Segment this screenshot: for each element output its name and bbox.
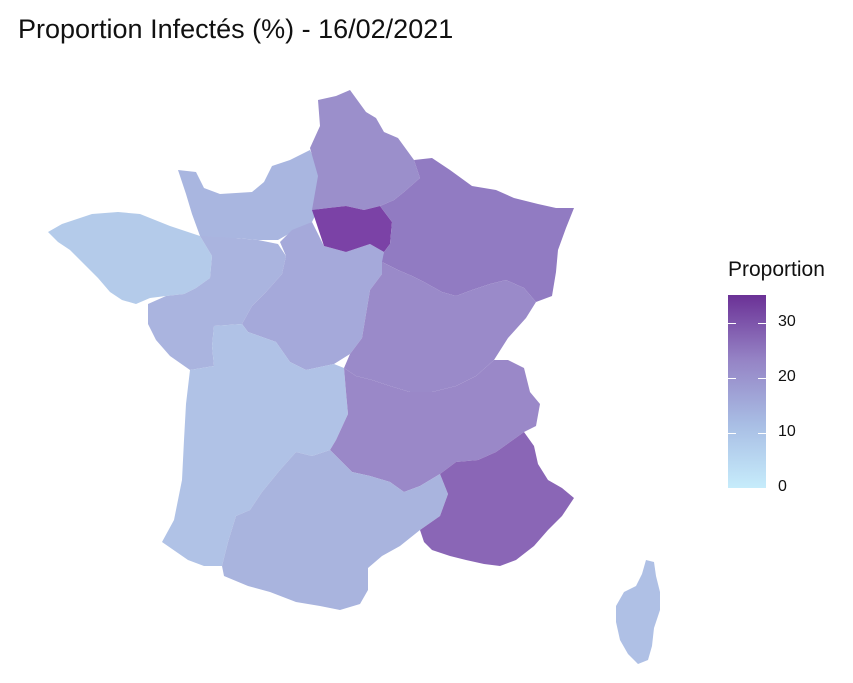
- legend-tick-mark: [728, 323, 736, 324]
- region-bourgogne-franche-comte: Bourgogne-Franche-Comté: [344, 262, 536, 392]
- region-pays-de-la-loire: Pays de la Loire: [148, 236, 286, 370]
- legend-tick-mark: [758, 323, 766, 324]
- legend-tick-mark: [758, 488, 766, 489]
- region-corse: Corse: [616, 560, 660, 664]
- regions-layer: Bretagne Normandie Pays de la Loire Cent…: [48, 90, 660, 664]
- legend-tick-mark: [728, 433, 736, 434]
- region-ile-de-france: Île-de-France: [312, 206, 392, 252]
- legend-tick-mark: [728, 378, 736, 379]
- region-grand-est: Grand Est: [380, 158, 574, 302]
- region-bretagne: Bretagne: [48, 212, 212, 304]
- legend-tick-label: 10: [778, 423, 796, 440]
- region-normandie: Normandie: [178, 150, 322, 240]
- legend-tick-mark: [758, 378, 766, 379]
- region-auvergne-rhone-alpes: Auvergne-Rhône-Alpes: [330, 360, 540, 492]
- region-centre-val-de-loire: Centre-Val de Loire: [242, 222, 384, 370]
- legend-tick-label: 0: [778, 478, 787, 495]
- region-nouvelle-aquitaine: Nouvelle-Aquitaine: [162, 324, 348, 566]
- color-legend: Proportion 0 10 20 30: [726, 258, 846, 498]
- legend-tick-mark: [758, 433, 766, 434]
- region-provence-alpes-cote-d-azur: Provence-Alpes-Côte d'Azur: [420, 432, 574, 566]
- legend-color-bar: [728, 295, 766, 488]
- legend-tick-mark: [728, 488, 736, 489]
- legend-tick-label: 30: [778, 313, 796, 330]
- region-occitanie: Occitanie: [222, 450, 448, 610]
- map-title: Proportion Infectés (%) - 16/02/2021: [18, 14, 454, 44]
- legend-title: Proportion: [728, 258, 825, 281]
- region-hauts-de-france: Hauts-de-France: [310, 90, 420, 210]
- legend-tick-label: 20: [778, 368, 796, 385]
